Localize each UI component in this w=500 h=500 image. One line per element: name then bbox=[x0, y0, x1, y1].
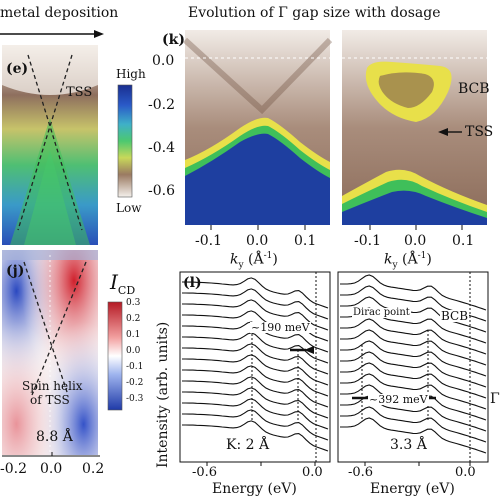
edc-curve bbox=[340, 329, 487, 366]
edc-curve bbox=[340, 406, 487, 443]
edc-curve bbox=[340, 274, 487, 311]
gap-left-label: ~190 meV bbox=[250, 321, 311, 334]
icd-tick: 0.0 bbox=[126, 346, 141, 356]
panel-l-left-plot bbox=[179, 271, 331, 463]
panel-k-ytick: -0.2 bbox=[148, 97, 175, 113]
panel-k-ytick: -0.6 bbox=[148, 183, 175, 199]
ky-unit-exp: -1 bbox=[417, 251, 427, 261]
panel-j-image bbox=[2, 250, 98, 455]
ky-unit-close: ) bbox=[272, 251, 278, 268]
edc-curve bbox=[182, 354, 329, 386]
panel-k-xlabel-left: ky (Å-1) bbox=[230, 252, 278, 270]
icd-tick: -0.1 bbox=[126, 362, 144, 372]
edc-curve bbox=[340, 362, 487, 399]
edc-curve bbox=[182, 288, 329, 320]
ky-subscript: y bbox=[392, 260, 398, 271]
panel-l-xtick: 0.0 bbox=[455, 465, 476, 480]
panel-k-xlabel-right: ky (Å-1) bbox=[384, 252, 432, 270]
icd-tick: 0.1 bbox=[126, 330, 141, 340]
spin-helix-label-1: Spin helix bbox=[22, 379, 83, 393]
panel-k-tss-label: TSS bbox=[465, 124, 494, 140]
panel-k-xticks bbox=[210, 225, 463, 230]
icd-colorbar-ticks: 0.3 0.2 0.1 0.0 -0.1 -0.2 -0.3 bbox=[126, 298, 166, 410]
panel-k-xtick: 0.0 bbox=[246, 233, 269, 249]
panel-j-colorbar bbox=[107, 301, 123, 411]
bottom-left-axis bbox=[2, 452, 100, 457]
edc-curve bbox=[340, 351, 487, 388]
edc-curve bbox=[182, 387, 329, 419]
panel-k-bcb-label: BCB bbox=[458, 81, 490, 97]
edc-curve bbox=[340, 340, 487, 377]
panel-e-tss-label: TSS bbox=[66, 85, 93, 100]
panel-e-image bbox=[2, 45, 98, 245]
panel-e-label: (e) bbox=[6, 61, 29, 77]
panel-l-right-plot bbox=[337, 271, 489, 463]
panel-k-right-image bbox=[342, 30, 487, 225]
panel-k-label: (k) bbox=[162, 32, 185, 48]
edc-curve bbox=[340, 417, 487, 454]
header-left-caption: metal deposition bbox=[0, 5, 119, 21]
ky-symbol: k bbox=[384, 251, 393, 268]
ky-unit-exp: -1 bbox=[263, 251, 273, 261]
edc-curve bbox=[340, 296, 487, 333]
panel-k-xtick: 0.1 bbox=[294, 233, 317, 249]
icd-subscript: CD bbox=[117, 284, 136, 297]
panel-l-bcb-label: BCB bbox=[440, 309, 470, 323]
edc-curve bbox=[340, 318, 487, 355]
edc-curve bbox=[182, 409, 329, 441]
panel-j-label: (j) bbox=[6, 263, 25, 279]
edc-curve bbox=[182, 277, 329, 309]
edc-curve bbox=[182, 376, 329, 408]
ky-unit: (Å bbox=[248, 251, 264, 268]
panel-l-gamma-label: Γ bbox=[490, 391, 500, 407]
edc-curve bbox=[182, 398, 329, 430]
panel-l-ylabel: Intensity (arb. units) bbox=[155, 321, 171, 468]
header-right-caption: Evolution of Γ gap size with dosage bbox=[188, 5, 441, 21]
bottom-left-tick: -0.2 bbox=[0, 461, 27, 477]
panel-l-k-label: K: 2 Å bbox=[224, 437, 272, 453]
bottom-left-tick: 0.0 bbox=[40, 461, 63, 477]
panel-k-xtick: 0.1 bbox=[452, 233, 475, 249]
panel-k-ytick: -0.4 bbox=[148, 140, 175, 156]
icd-label: ICD bbox=[110, 272, 135, 296]
panel-l-xticks bbox=[206, 462, 471, 466]
panel-l-thickness: 3.3 Å bbox=[388, 437, 429, 453]
colorbar-low-label: Low bbox=[116, 201, 142, 215]
spin-helix-label-2: of TSS bbox=[30, 393, 70, 407]
panel-j-thickness: 8.8 Å bbox=[36, 429, 73, 445]
icd-tick: -0.3 bbox=[126, 394, 144, 404]
dirac-point-label: Dirac point bbox=[352, 307, 411, 318]
panel-k-ytick: 0.0 bbox=[152, 53, 175, 69]
bottom-left-tick: 0.2 bbox=[82, 461, 105, 477]
ky-subscript: y bbox=[238, 260, 244, 271]
icd-tick: -0.2 bbox=[126, 378, 144, 388]
panel-e-colorbar bbox=[117, 84, 133, 198]
icd-symbol: I bbox=[110, 270, 118, 294]
edc-curve bbox=[340, 373, 487, 410]
panel-l-xtick: -0.6 bbox=[348, 465, 374, 480]
panel-l-xlabel-left: Energy (eV) bbox=[212, 481, 297, 497]
ky-unit: (Å bbox=[402, 251, 418, 268]
edc-curve bbox=[182, 365, 329, 397]
ky-symbol: k bbox=[230, 251, 239, 268]
panel-k-xtick: 0.0 bbox=[404, 233, 427, 249]
panel-l-xtick: 0.0 bbox=[302, 465, 323, 480]
edc-curve bbox=[182, 420, 329, 452]
tss-arrow bbox=[438, 128, 462, 136]
icd-tick: 0.3 bbox=[126, 298, 141, 308]
panel-k-xtick: -0.1 bbox=[354, 233, 381, 249]
colorbar-high-label: High bbox=[116, 67, 146, 81]
panel-l-xlabel-right: Energy (eV) bbox=[370, 481, 455, 497]
icd-tick: 0.2 bbox=[126, 314, 141, 324]
panel-l-label: (l) bbox=[183, 275, 202, 291]
ky-unit-close: ) bbox=[426, 251, 432, 268]
gap-right-label: ~392 meV bbox=[368, 393, 429, 406]
deposition-arrow bbox=[0, 30, 104, 38]
panel-l-xtick: -0.6 bbox=[192, 465, 218, 480]
panel-k-xtick: -0.1 bbox=[195, 233, 222, 249]
panel-k-left-image bbox=[182, 30, 333, 225]
edc-curve bbox=[182, 343, 329, 375]
edc-curve bbox=[182, 299, 329, 331]
